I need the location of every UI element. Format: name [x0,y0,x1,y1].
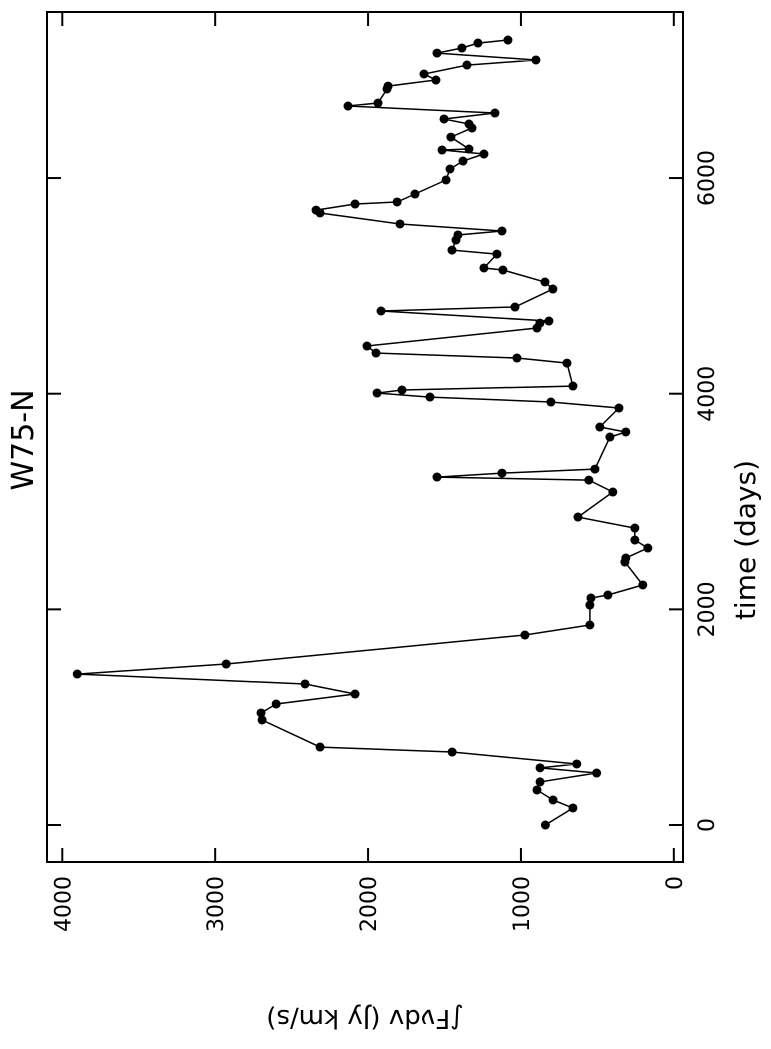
data-point [630,535,640,545]
x-tick-label: 0 [695,818,720,832]
y-tick-label: 0 [663,876,688,890]
plot-frame [46,11,684,863]
data-point [350,199,360,209]
data-point [392,197,402,207]
y-tick-label: 2000 [357,876,382,932]
data-point [419,69,429,79]
data-point [492,249,502,259]
data-point [257,715,267,725]
data-point [608,487,618,497]
data-point [592,768,602,778]
data-point [445,164,455,174]
data-point [425,392,435,402]
data-point [371,348,381,358]
data-point [458,156,468,166]
data-point [473,38,483,48]
data-point [498,265,508,275]
data-point [584,475,594,485]
data-point [630,523,640,533]
data-point [586,593,596,603]
data-point [410,189,420,199]
data-point [437,145,447,155]
data-point [546,397,556,407]
data-point [595,422,605,432]
data-point [535,318,545,328]
data-point [479,263,489,273]
data-point [271,699,281,709]
data-point [464,144,474,154]
data-point [256,708,266,718]
data-point [535,763,545,773]
data-point [614,403,624,413]
data-point [439,114,449,124]
data-point [562,358,572,368]
data-point [540,820,550,830]
data-point [397,385,407,395]
y-tick-label: 3000 [204,876,229,932]
y-tick-label: 4000 [51,876,76,932]
data-point [585,600,595,610]
data-point [590,464,600,474]
data-point [453,230,463,240]
data-point [603,590,613,600]
data-point [572,759,582,769]
data-point [432,472,442,482]
data-point [621,553,631,563]
data-point [535,777,545,787]
data-point [544,316,554,326]
data-point [638,580,648,590]
data-point [431,75,441,85]
data-point [447,747,457,757]
data-point [432,48,442,58]
data-point [573,512,583,522]
data-point [497,226,507,236]
data-point [221,659,231,669]
data-point [300,679,310,689]
data-point [376,306,386,316]
data-point [621,427,631,437]
data-point [446,132,456,142]
x-tick-label: 6000 [695,150,720,206]
data-point [568,803,578,813]
data-point [568,381,578,391]
data-point [540,277,550,287]
data-point [512,353,522,363]
y-axis-label: ∫Fνdv (Jy km/s) [266,1003,463,1033]
data-point [510,302,520,312]
data-point [441,175,451,185]
data-point [548,284,558,294]
data-point [72,669,82,679]
data-point [503,35,513,45]
x-axis-label: time (days) [729,460,762,620]
x-tick-label: 2000 [695,581,720,637]
y-tick-label: 1000 [510,876,535,932]
data-point [605,432,615,442]
data-point [548,795,558,805]
x-tick-label: 4000 [695,366,720,422]
data-point [383,81,393,91]
data-point [585,620,595,630]
data-point [447,245,457,255]
data-point [395,219,405,229]
chart-title: W75-N [6,389,41,490]
data-point [464,119,474,129]
data-point [520,630,530,640]
data-point [343,101,353,111]
data-point [497,468,507,478]
data-point [362,341,372,351]
series-line [77,39,650,826]
data-point [462,60,472,70]
data-point [372,388,382,398]
data-point [311,205,321,215]
data-point [457,43,467,53]
data-point [490,108,500,118]
data-point [373,98,383,108]
data-point [479,149,489,159]
data-point [315,742,325,752]
data-point [643,543,653,553]
data-point [531,55,541,65]
data-point [350,689,360,699]
data-point [532,785,542,795]
